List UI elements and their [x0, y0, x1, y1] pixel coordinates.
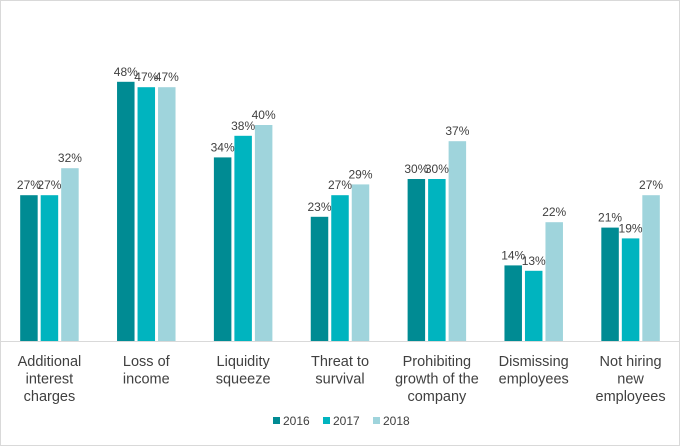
category-label-line: interest: [26, 372, 74, 388]
data-label-2018-5: 22%: [542, 205, 566, 219]
data-label-2016-1: 48%: [114, 65, 138, 79]
legend-swatch-2016: [273, 417, 280, 424]
category-label-line: Dismissing: [499, 354, 569, 370]
bar-2016-6: [601, 227, 619, 341]
category-label-line: employees: [499, 372, 569, 388]
category-label-5: Dismissing employees: [499, 354, 569, 388]
data-label-2017-5: 13%: [522, 254, 546, 268]
bar-2017-4: [428, 179, 446, 341]
category-label-line: new: [617, 372, 644, 388]
bar-2016-4: [407, 179, 426, 341]
bar-2018-2: [254, 125, 273, 341]
bar-2016-2: [213, 157, 232, 341]
bar-2018-5: [545, 222, 563, 341]
category-label-6: Not hiring new employees: [596, 354, 666, 405]
category-label-0: Additional interest charges: [18, 354, 82, 405]
legend-label-2018: 2018: [383, 414, 410, 428]
data-label-2017-4: 30%: [425, 162, 449, 176]
category-label-line: Additional: [18, 354, 82, 370]
bar-2017-5: [524, 270, 543, 341]
category-label-line: Liquidity: [217, 354, 271, 370]
legend-label-2017: 2017: [333, 414, 360, 428]
data-label-2016-4: 30%: [404, 162, 428, 176]
data-label-2017-6: 19%: [619, 221, 643, 235]
category-label-4: Prohibiting growth of the company: [395, 354, 479, 405]
data-label-2016-6: 21%: [598, 211, 622, 225]
data-label-2016-0: 27%: [17, 178, 41, 192]
category-label-line: Threat to: [311, 354, 369, 370]
bar-2018-6: [642, 195, 660, 341]
data-label-2017-0: 27%: [37, 178, 61, 192]
category-label-line: Prohibiting: [403, 354, 472, 370]
legend-label-2016: 2016: [283, 414, 310, 428]
data-label-2016-2: 34%: [211, 140, 235, 154]
legend-swatch-2017: [323, 417, 330, 424]
bar-2016-3: [310, 216, 329, 341]
data-label-2018-3: 29%: [348, 167, 372, 181]
legend-swatch-2018: [373, 417, 380, 424]
data-label-2018-0: 32%: [58, 151, 82, 165]
category-label-line: company: [407, 389, 467, 405]
bar-2018-4: [448, 141, 467, 341]
bar-2017-6: [621, 238, 640, 341]
category-label-line: growth of the: [395, 372, 479, 388]
category-label-3: Threat to survival: [311, 354, 369, 388]
bar-2017-1: [137, 87, 156, 341]
data-label-2017-1: 47%: [134, 70, 158, 84]
data-label-2018-6: 27%: [639, 178, 663, 192]
data-label-2018-1: 47%: [155, 70, 179, 84]
category-label-line: survival: [315, 372, 364, 388]
category-label-line: squeeze: [216, 372, 271, 388]
category-label-line: charges: [24, 389, 76, 405]
category-label-line: income: [123, 372, 170, 388]
bar-2016-1: [117, 81, 135, 342]
data-label-2017-3: 27%: [328, 178, 352, 192]
category-label-line: Loss of: [123, 354, 171, 370]
bar-2018-3: [351, 184, 370, 341]
category-label-line: employees: [596, 389, 666, 405]
bar-2017-3: [331, 195, 349, 341]
data-label-2017-2: 38%: [231, 119, 255, 133]
bar-2018-0: [61, 168, 79, 341]
data-label-2018-2: 40%: [252, 108, 276, 122]
data-label-2018-4: 37%: [445, 124, 469, 138]
data-label-2016-5: 14%: [501, 248, 525, 262]
bar-2016-0: [20, 195, 38, 341]
bar-2017-2: [234, 135, 252, 341]
category-label-1: Loss of income: [123, 354, 171, 388]
bar-2018-1: [158, 87, 176, 341]
category-label-line: Not hiring: [600, 354, 662, 370]
data-label-2016-3: 23%: [307, 200, 331, 214]
bar-2016-5: [504, 265, 522, 341]
category-label-2: Liquidity squeeze: [216, 354, 271, 388]
bar-2017-0: [40, 195, 59, 341]
